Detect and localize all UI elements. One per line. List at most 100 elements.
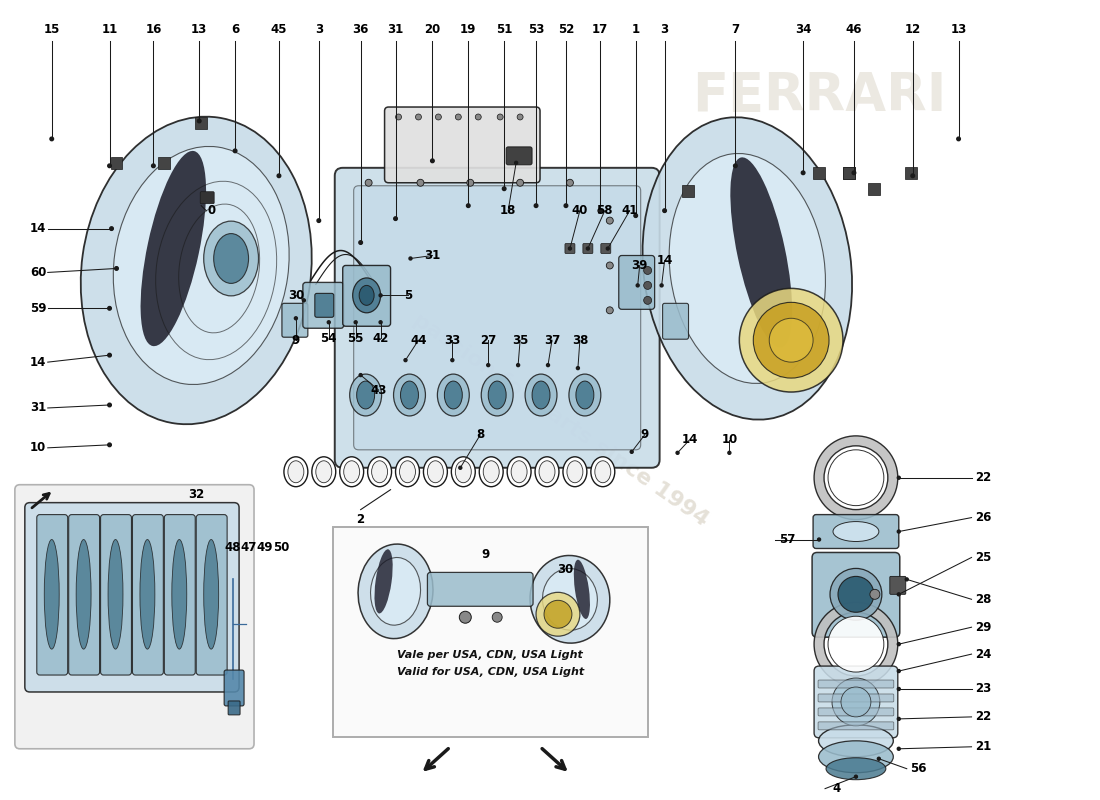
FancyBboxPatch shape xyxy=(814,666,898,738)
Ellipse shape xyxy=(574,560,590,619)
Text: 52: 52 xyxy=(558,22,574,36)
Circle shape xyxy=(379,321,382,324)
Text: 30: 30 xyxy=(557,563,573,576)
Circle shape xyxy=(503,187,506,190)
Text: Valid for USA, CDN, USA Light: Valid for USA, CDN, USA Light xyxy=(397,667,584,677)
Circle shape xyxy=(152,164,155,168)
Text: 18: 18 xyxy=(500,204,516,217)
Circle shape xyxy=(769,318,813,362)
Circle shape xyxy=(233,149,236,153)
Circle shape xyxy=(379,294,382,297)
Circle shape xyxy=(566,179,573,186)
Text: 39: 39 xyxy=(631,259,648,272)
Text: 42: 42 xyxy=(373,332,388,345)
Circle shape xyxy=(898,670,900,673)
FancyBboxPatch shape xyxy=(68,514,100,675)
Ellipse shape xyxy=(374,550,393,614)
Ellipse shape xyxy=(141,151,206,346)
Ellipse shape xyxy=(669,154,825,383)
Ellipse shape xyxy=(480,457,503,486)
Circle shape xyxy=(451,358,454,362)
Circle shape xyxy=(606,247,609,250)
Ellipse shape xyxy=(818,725,893,757)
Ellipse shape xyxy=(483,461,499,482)
Circle shape xyxy=(515,162,518,164)
Text: 24: 24 xyxy=(976,648,992,661)
Ellipse shape xyxy=(569,374,601,416)
Text: 22: 22 xyxy=(976,471,991,484)
Text: 10: 10 xyxy=(722,434,737,446)
Text: 51: 51 xyxy=(496,22,513,36)
FancyBboxPatch shape xyxy=(385,107,540,182)
FancyBboxPatch shape xyxy=(818,722,894,730)
Text: 28: 28 xyxy=(976,593,992,606)
Circle shape xyxy=(277,174,280,178)
FancyBboxPatch shape xyxy=(565,243,575,254)
Text: 25: 25 xyxy=(976,551,992,564)
Circle shape xyxy=(801,171,805,174)
Ellipse shape xyxy=(539,461,556,482)
FancyBboxPatch shape xyxy=(164,514,195,675)
Circle shape xyxy=(754,302,829,378)
Circle shape xyxy=(302,299,306,302)
Text: 38: 38 xyxy=(572,334,588,346)
Text: 3: 3 xyxy=(315,22,323,36)
Ellipse shape xyxy=(512,461,527,482)
Ellipse shape xyxy=(371,558,420,625)
Circle shape xyxy=(547,364,550,366)
FancyBboxPatch shape xyxy=(601,243,610,254)
Circle shape xyxy=(466,179,474,186)
Circle shape xyxy=(436,114,441,120)
FancyBboxPatch shape xyxy=(813,167,825,178)
Circle shape xyxy=(630,450,634,454)
FancyBboxPatch shape xyxy=(905,167,916,178)
Circle shape xyxy=(636,284,639,287)
Ellipse shape xyxy=(542,569,597,630)
Ellipse shape xyxy=(76,539,91,649)
Circle shape xyxy=(517,364,519,366)
Circle shape xyxy=(114,266,119,270)
Text: 19: 19 xyxy=(460,22,476,36)
Circle shape xyxy=(898,747,900,750)
FancyBboxPatch shape xyxy=(25,502,239,692)
Circle shape xyxy=(898,642,900,646)
Circle shape xyxy=(430,159,434,162)
Text: 8: 8 xyxy=(476,428,484,442)
Circle shape xyxy=(644,282,651,290)
Circle shape xyxy=(466,204,470,207)
Text: 20: 20 xyxy=(425,22,440,36)
Ellipse shape xyxy=(488,381,506,409)
Ellipse shape xyxy=(481,374,513,416)
Ellipse shape xyxy=(140,539,155,649)
Text: 43: 43 xyxy=(371,383,387,397)
Circle shape xyxy=(586,247,590,250)
Text: 17: 17 xyxy=(592,22,608,36)
Circle shape xyxy=(739,288,843,392)
Text: 36: 36 xyxy=(352,22,368,36)
Ellipse shape xyxy=(535,457,559,486)
Text: 23: 23 xyxy=(976,682,991,695)
Ellipse shape xyxy=(830,569,882,620)
Text: 59: 59 xyxy=(30,302,46,315)
Circle shape xyxy=(828,616,883,672)
Text: 44: 44 xyxy=(410,334,427,346)
Text: 9: 9 xyxy=(481,548,490,561)
Text: 27: 27 xyxy=(480,334,496,346)
Ellipse shape xyxy=(451,457,475,486)
Text: 13: 13 xyxy=(191,22,207,36)
Text: 7: 7 xyxy=(732,22,739,36)
Circle shape xyxy=(197,119,201,122)
Text: 9: 9 xyxy=(640,428,649,442)
Circle shape xyxy=(535,204,538,207)
FancyBboxPatch shape xyxy=(302,282,343,328)
Text: 35: 35 xyxy=(512,334,528,346)
Ellipse shape xyxy=(832,678,880,726)
Circle shape xyxy=(905,578,909,581)
Circle shape xyxy=(486,364,490,366)
Text: Vale per USA, CDN, USA Light: Vale per USA, CDN, USA Light xyxy=(397,650,583,660)
Ellipse shape xyxy=(353,278,381,313)
FancyBboxPatch shape xyxy=(196,514,227,675)
FancyBboxPatch shape xyxy=(132,514,163,675)
Text: 22: 22 xyxy=(976,710,991,723)
Ellipse shape xyxy=(591,457,615,486)
